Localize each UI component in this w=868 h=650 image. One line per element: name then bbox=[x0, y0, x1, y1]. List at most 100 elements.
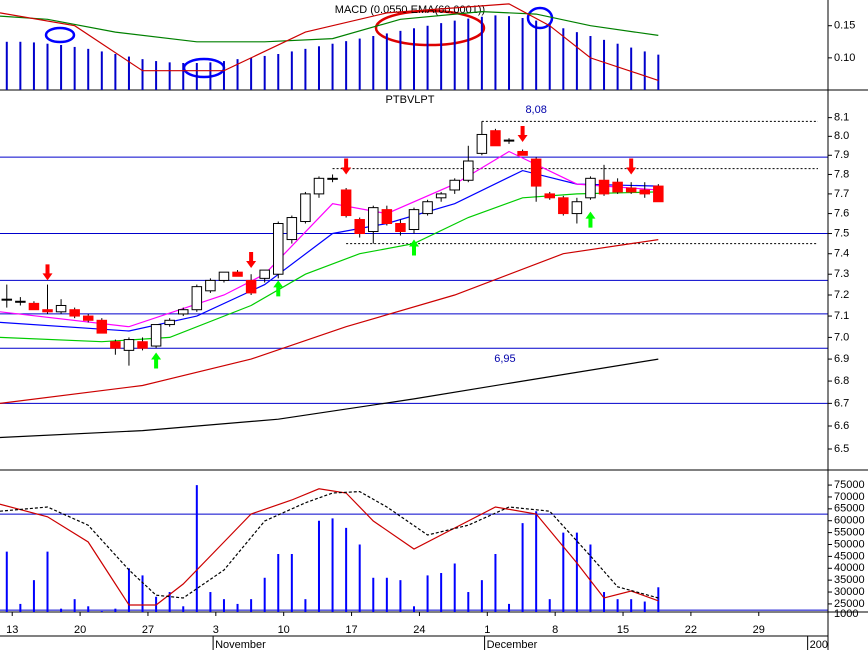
y-tick-label: 35000 bbox=[834, 574, 865, 586]
candle-body bbox=[245, 279, 257, 294]
candle-body bbox=[205, 279, 216, 292]
candle-body bbox=[530, 158, 542, 187]
marker-ellipse bbox=[374, 9, 486, 47]
candle-body bbox=[653, 185, 664, 203]
x-tick-label: 8 bbox=[552, 624, 558, 636]
marker-ellipse bbox=[44, 26, 76, 44]
y-tick-label: 6.9 bbox=[834, 353, 849, 365]
candle-body bbox=[82, 315, 94, 321]
unit-label: 1000 bbox=[834, 608, 858, 620]
x-tick-label: 13 bbox=[6, 624, 18, 636]
chart-title: MACD (0.0550 EMA(60.0001)) bbox=[335, 4, 485, 16]
candle-body bbox=[123, 339, 135, 351]
y-tick-label: 7.7 bbox=[834, 188, 849, 200]
candle-body bbox=[463, 160, 474, 181]
candle-body bbox=[517, 150, 528, 156]
y-tick-label: 7.6 bbox=[834, 207, 849, 219]
y-tick-label: 7.9 bbox=[834, 149, 849, 161]
signal-arrow bbox=[626, 158, 637, 175]
signal-arrow bbox=[273, 280, 284, 297]
x-tick-label: 22 bbox=[685, 624, 697, 636]
y-tick-label: 50000 bbox=[834, 538, 865, 550]
month-label: December bbox=[487, 639, 538, 650]
candle-body bbox=[435, 193, 447, 199]
y-tick-label: 6.5 bbox=[834, 443, 849, 455]
signal-arrow bbox=[585, 211, 596, 228]
line-series bbox=[0, 150, 659, 328]
candle-body bbox=[585, 177, 596, 199]
y-tick-label: 8.0 bbox=[834, 130, 849, 142]
candle-body bbox=[558, 197, 569, 215]
candle-body bbox=[625, 187, 637, 193]
candle-body bbox=[327, 177, 338, 180]
candle-body bbox=[381, 209, 393, 225]
y-tick-label: 6.6 bbox=[834, 420, 849, 432]
candle-body bbox=[408, 209, 420, 231]
x-tick-label: 29 bbox=[753, 624, 765, 636]
annotation: 8,08 bbox=[525, 104, 546, 116]
signal-arrow bbox=[341, 158, 352, 175]
y-tick-label: 25000 bbox=[834, 598, 865, 610]
candle-body bbox=[96, 319, 108, 334]
candle-body bbox=[300, 193, 311, 223]
candle-body bbox=[232, 271, 243, 277]
line-series bbox=[0, 488, 659, 606]
x-tick-label: 17 bbox=[345, 624, 357, 636]
candle-body bbox=[273, 223, 284, 275]
candle-body bbox=[15, 300, 26, 303]
y-tick-label: 55000 bbox=[834, 527, 865, 539]
candle-body bbox=[571, 201, 583, 215]
chart-title: PTBVLPT bbox=[386, 94, 435, 106]
candle-body bbox=[55, 304, 67, 313]
candle-body bbox=[544, 193, 555, 199]
month-label: 200 bbox=[810, 639, 828, 650]
y-tick-label: 7.8 bbox=[834, 168, 849, 180]
y-tick-label: 75000 bbox=[834, 479, 865, 491]
y-tick-label: 7.5 bbox=[834, 227, 849, 239]
candle-body bbox=[598, 179, 610, 195]
y-tick-label: 7.4 bbox=[834, 248, 849, 260]
candle-body bbox=[340, 189, 352, 217]
line-series bbox=[0, 191, 659, 343]
candle-body bbox=[422, 201, 433, 215]
signal-arrow bbox=[42, 264, 53, 281]
month-label: November bbox=[215, 639, 266, 650]
y-tick-label: 7.0 bbox=[834, 331, 849, 343]
line-series bbox=[0, 239, 659, 404]
x-tick-label: 3 bbox=[213, 624, 219, 636]
signal-arrow bbox=[517, 125, 528, 142]
line-series bbox=[0, 358, 659, 439]
candle-body bbox=[313, 177, 325, 195]
y-tick-label: 40000 bbox=[834, 562, 865, 574]
candle-body bbox=[150, 324, 162, 347]
y-tick-label: 7.2 bbox=[834, 289, 849, 301]
candle-body bbox=[110, 341, 121, 349]
candle-body bbox=[1, 298, 13, 301]
signal-arrow bbox=[151, 352, 162, 369]
line-series bbox=[0, 3, 659, 81]
line-series bbox=[0, 490, 659, 599]
y-tick-label: 8.1 bbox=[834, 112, 849, 124]
annotation: 6,95 bbox=[494, 353, 515, 365]
candle-body bbox=[354, 219, 365, 235]
candle-body bbox=[449, 179, 460, 191]
candle-body bbox=[612, 181, 623, 193]
y-tick-label: 7.3 bbox=[834, 268, 849, 280]
x-tick-label: 27 bbox=[142, 624, 154, 636]
candle-body bbox=[503, 139, 515, 142]
x-tick-label: 24 bbox=[413, 624, 425, 636]
y-tick-label: 0.15 bbox=[834, 20, 855, 32]
candle-body bbox=[164, 319, 175, 326]
candle-body bbox=[28, 302, 40, 311]
candle-body bbox=[177, 309, 189, 315]
signal-arrow bbox=[409, 239, 419, 256]
y-tick-label: 30000 bbox=[834, 586, 865, 598]
candle-body bbox=[476, 133, 488, 154]
candle-body bbox=[191, 286, 203, 311]
y-tick-label: 6.8 bbox=[834, 375, 849, 387]
x-tick-label: 10 bbox=[278, 624, 290, 636]
y-tick-label: 45000 bbox=[834, 550, 865, 562]
candle-body bbox=[69, 309, 80, 317]
